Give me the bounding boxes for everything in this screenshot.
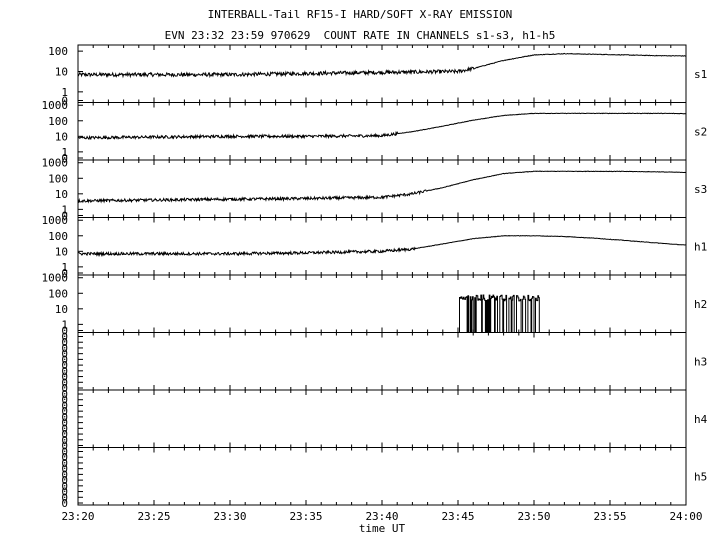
series-line-s1: [77, 52, 687, 79]
x-tick-label: 23:30: [213, 510, 246, 523]
panel-label-h4: h4: [694, 413, 708, 426]
y-tick-label: 1: [61, 203, 68, 216]
y-tick-label: 0: [61, 491, 68, 504]
y-tick-label: 0: [61, 394, 68, 407]
panel-label-h3: h3: [694, 355, 707, 368]
y-tick-label: 0: [61, 474, 68, 487]
y-tick-label: 1000: [42, 272, 69, 285]
y-tick-label: 0: [61, 210, 68, 223]
panel-label-h1: h1: [694, 240, 707, 253]
y-tick-label: 100: [48, 172, 68, 185]
panel-frame-s2: [77, 102, 687, 161]
y-tick-label: 1: [61, 146, 68, 159]
y-tick-label: 100: [48, 45, 68, 58]
x-tick-label: 24:00: [669, 510, 702, 523]
chart-subtitle: EVN 23:32 23:59 970629 COUNT RATE IN CHA…: [164, 29, 556, 42]
y-tick-label: 1: [61, 86, 68, 99]
panel-frame-h5: [77, 447, 687, 506]
y-tick-label: 0: [61, 382, 68, 395]
y-tick-label: 10: [55, 65, 68, 78]
y-tick-label: 0: [61, 267, 68, 280]
panel-label-s2: s2: [694, 125, 707, 138]
x-tick-label: 23:50: [517, 510, 550, 523]
y-tick-label: 0: [61, 411, 68, 424]
y-tick-label: 0: [61, 331, 68, 344]
y-tick-label: 1000: [42, 214, 69, 227]
series-line-s2: [77, 112, 687, 141]
y-tick-label: 10: [55, 130, 68, 143]
y-tick-label: 1: [61, 261, 68, 274]
y-tick-label: 1: [61, 318, 68, 331]
y-tick-label: 0: [61, 325, 68, 338]
y-tick-label: 0: [61, 434, 68, 447]
y-tick-label: 0: [61, 468, 68, 481]
series-line-h2: [459, 294, 541, 333]
y-tick-label: 0: [61, 428, 68, 441]
y-tick-label: 100: [48, 230, 68, 243]
x-tick-label: 23:45: [441, 510, 474, 523]
series-line-h1: [77, 235, 687, 257]
y-tick-label: 0: [61, 446, 68, 459]
x-axis-label: time UT: [359, 522, 406, 535]
panel-frame-h4: [77, 389, 687, 448]
y-tick-label: 0: [61, 486, 68, 499]
y-tick-label: 10: [55, 303, 68, 316]
panel-frame-s3: [77, 159, 687, 218]
y-tick-label: 0: [61, 480, 68, 493]
y-tick-label: 0: [61, 399, 68, 412]
y-tick-label: 1000: [42, 157, 69, 170]
y-tick-label: 0: [61, 336, 68, 349]
panel-frame-h3: [77, 332, 687, 391]
x-tick-label: 23:35: [289, 510, 322, 523]
y-tick-label: 10: [55, 188, 68, 201]
y-tick-label: 0: [61, 451, 68, 464]
series-line-s3: [77, 170, 686, 204]
y-tick-label: 0: [61, 388, 68, 401]
x-tick-label: 23:25: [137, 510, 170, 523]
panel-label-h2: h2: [694, 298, 707, 311]
x-tick-label: 23:40: [365, 510, 398, 523]
chart-title: INTERBALL-Tail RF15-I HARD/SOFT X-RAY EM…: [207, 8, 513, 21]
panel-label-h5: h5: [694, 470, 707, 483]
x-tick-label: 23:55: [593, 510, 626, 523]
y-tick-label: 0: [61, 359, 68, 372]
y-tick-label: 0: [61, 422, 68, 435]
y-tick-label: 0: [61, 353, 68, 366]
y-tick-label: 0: [61, 95, 68, 108]
y-tick-label: 0: [61, 405, 68, 418]
y-tick-label: 1000: [42, 99, 69, 112]
y-tick-label: 0: [61, 417, 68, 430]
y-tick-label: 0: [61, 463, 68, 476]
panel-frame-h2: [77, 274, 687, 333]
y-tick-label: 0: [61, 457, 68, 470]
y-tick-label: 0: [61, 376, 68, 389]
y-tick-label: 0: [61, 342, 68, 355]
y-tick-label: 0: [61, 365, 68, 378]
panel-label-s3: s3: [694, 183, 707, 196]
y-tick-label: 0: [61, 497, 68, 510]
y-tick-label: 100: [48, 287, 68, 300]
panel-frame-h1: [77, 217, 687, 276]
y-tick-label: 0: [61, 440, 68, 453]
y-tick-label: 10: [55, 245, 68, 258]
panel-label-s1: s1: [694, 68, 707, 81]
y-tick-label: 100: [48, 115, 68, 128]
x-tick-label: 23:20: [61, 510, 94, 523]
y-tick-label: 0: [61, 348, 68, 361]
y-tick-label: 0: [61, 152, 68, 165]
y-tick-label: 0: [61, 371, 68, 384]
